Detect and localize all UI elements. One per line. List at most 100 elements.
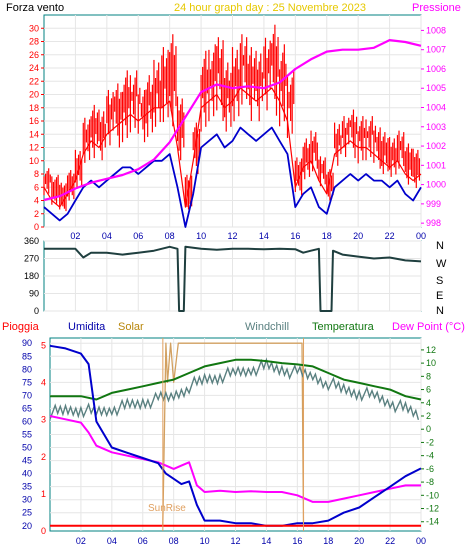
wind-x-tick-label: 00 (416, 231, 426, 241)
humidity-tick-label: 45 (22, 456, 32, 466)
humidity-tick-label: 30 (22, 495, 32, 505)
temp-x-tick-label: 22 (385, 536, 395, 546)
header-pressure-label: Pressione (412, 2, 461, 14)
temp-tick-label: -6 (426, 464, 434, 474)
temp-x-tick-label: 16 (292, 536, 302, 546)
wind-tick-label: 0 (34, 222, 39, 232)
tick-layer: 0246810121416182022242628309989991000100… (22, 23, 446, 546)
temp-tick-label: 10 (426, 358, 436, 368)
humidity-tick-label: 25 (22, 508, 32, 518)
wind-x-tick-label: 14 (259, 231, 269, 241)
compass-n-bottom: N (436, 305, 444, 317)
compass-e: E (436, 290, 443, 302)
temp-x-tick-label: 10 (200, 536, 210, 546)
rain-tick-label: 5 (41, 340, 46, 350)
wind-x-tick-label: 16 (290, 231, 300, 241)
windchill-line (49, 357, 420, 420)
temp-tick-label: 12 (426, 345, 436, 355)
legend-dewpoint: Dew Point (°C) (392, 321, 465, 333)
compass-w: W (436, 258, 447, 270)
pressure-tick-label: 1008 (426, 25, 446, 35)
direction-tick-label: 90 (29, 289, 39, 299)
rain-tick-label: 4 (41, 378, 46, 388)
humidity-tick-label: 60 (22, 416, 32, 426)
humidity-tick-label: 65 (22, 403, 32, 413)
humidity-line (49, 344, 422, 527)
wind-x-tick-label: 10 (196, 231, 206, 241)
wind-tick-label: 28 (29, 37, 39, 47)
legend-temperatura: Temperatura (312, 321, 375, 333)
pressure-tick-label: 1006 (426, 64, 446, 74)
legend-solar: Solar (118, 321, 144, 333)
temp-tick-label: -10 (426, 490, 439, 500)
temp-x-tick-label: 06 (138, 536, 148, 546)
temp-tick-label: 8 (426, 371, 431, 381)
humidity-tick-label: 50 (22, 443, 32, 453)
wind-tick-label: 16 (29, 116, 39, 126)
humidity-tick-label: 40 (22, 469, 32, 479)
legend-umidita: Umidita (68, 321, 106, 333)
direction-tick-label: 270 (24, 254, 39, 264)
wind-x-tick-label: 02 (70, 231, 80, 241)
pressure-tick-label: 1002 (426, 141, 446, 151)
legend-windchill: Windchill (245, 321, 289, 333)
wind-x-tick-label: 20 (353, 231, 363, 241)
wind-tick-label: 18 (29, 103, 39, 113)
wind-tick-label: 20 (29, 90, 39, 100)
wind-x-tick-label: 06 (133, 231, 143, 241)
wind-x-tick-label: 22 (385, 231, 395, 241)
wind-x-tick-label: 12 (227, 231, 237, 241)
temp-x-tick-label: 04 (107, 536, 117, 546)
wind-tick-label: 2 (34, 209, 39, 219)
series-layer (43, 24, 422, 531)
wind-tick-label: 10 (29, 156, 39, 166)
pressure-tick-label: 1004 (426, 103, 446, 113)
temp-x-tick-label: 18 (323, 536, 333, 546)
humidity-tick-label: 75 (22, 377, 32, 387)
header-wind-label: Forza vento (6, 2, 64, 14)
pressure-tick-label: 1000 (426, 180, 446, 190)
wind-tick-label: 30 (29, 23, 39, 33)
solar-line (162, 342, 305, 526)
humidity-tick-label: 70 (22, 390, 32, 400)
pressure-line (43, 38, 422, 202)
pressure-tick-label: 1001 (426, 160, 446, 170)
humidity-tick-label: 35 (22, 482, 32, 492)
temp-tick-label: -4 (426, 451, 434, 461)
rain-tick-label: 3 (41, 415, 46, 425)
direction-tick-label: 180 (24, 271, 39, 281)
wind-tick-label: 14 (29, 129, 39, 139)
temp-x-tick-label: 14 (261, 536, 271, 546)
rain-tick-label: 0 (41, 526, 46, 536)
humidity-tick-label: 80 (22, 364, 32, 374)
temperature-line (50, 358, 422, 401)
direction-tick-label: 0 (34, 306, 39, 316)
wind-x-tick-label: 04 (102, 231, 112, 241)
wind-line (43, 87, 422, 208)
temp-x-tick-label: 20 (354, 536, 364, 546)
pressure-tick-label: 1003 (426, 122, 446, 132)
temp-x-tick-label: 02 (76, 536, 86, 546)
legend-pioggia: Pioggia (2, 321, 40, 333)
wind-average-line (43, 126, 422, 228)
humidity-tick-label: 90 (22, 338, 32, 348)
compass-n-top: N (436, 240, 444, 252)
rain-tick-label: 2 (41, 452, 46, 462)
humidity-tick-label: 55 (22, 430, 32, 440)
wind-tick-label: 6 (34, 182, 39, 192)
wind-tick-label: 26 (29, 50, 39, 60)
wind-tick-label: 24 (29, 63, 39, 73)
humidity-tick-label: 85 (22, 351, 32, 361)
temp-x-tick-label: 12 (230, 536, 240, 546)
temp-tick-label: -14 (426, 517, 439, 527)
humidity-tick-label: 20 (22, 521, 32, 531)
temp-tick-label: -12 (426, 504, 439, 514)
pressure-tick-label: 1007 (426, 45, 446, 55)
pressure-tick-label: 1005 (426, 83, 446, 93)
wind-tick-label: 4 (34, 196, 39, 206)
sunrise-label: SunRise (148, 503, 186, 514)
temp-tick-label: -2 (426, 437, 434, 447)
rain-tick-label: 1 (41, 489, 46, 499)
temp-tick-label: 6 (426, 385, 431, 395)
